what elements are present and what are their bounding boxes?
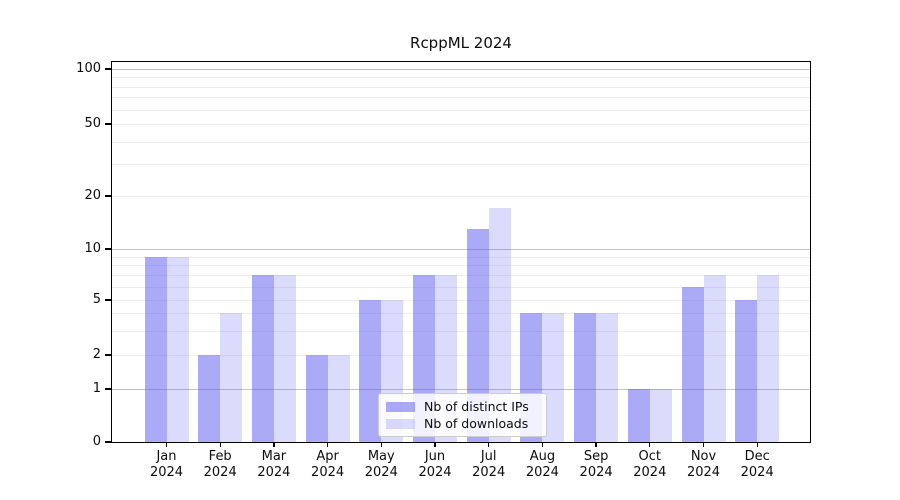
y-tick-label: 20 bbox=[84, 188, 101, 203]
x-tick-label: Nov 2024 bbox=[686, 449, 721, 480]
bar-jul-downloads bbox=[488, 208, 511, 442]
y-gridline bbox=[112, 300, 810, 301]
bar-oct-downloads bbox=[649, 389, 672, 442]
y-tick-label: 0 bbox=[92, 434, 101, 449]
bar-feb-distinct-ips bbox=[198, 355, 221, 442]
y-gridline-minor bbox=[112, 141, 810, 143]
x-tick bbox=[434, 443, 436, 447]
x-tick-label: Aug 2024 bbox=[525, 449, 559, 480]
x-tick bbox=[756, 443, 758, 447]
legend: Nb of distinct IPs Nb of downloads bbox=[378, 393, 547, 437]
y-gridline bbox=[112, 249, 810, 250]
legend-swatch-distinct-ips bbox=[386, 401, 415, 412]
y-gridline bbox=[112, 69, 810, 70]
y-tick bbox=[105, 123, 111, 125]
x-tick bbox=[380, 443, 382, 447]
bar-sep-downloads bbox=[596, 313, 619, 442]
y-tick-label: 2 bbox=[92, 347, 101, 362]
y-gridline-minor bbox=[112, 286, 810, 288]
x-tick bbox=[541, 443, 544, 447]
x-tick-label: Apr 2024 bbox=[311, 449, 345, 480]
legend-label-downloads: Nb of downloads bbox=[424, 416, 529, 431]
x-tick bbox=[702, 443, 705, 447]
bar-oct-distinct-ips bbox=[627, 389, 650, 442]
legend-row-downloads: Nb of downloads bbox=[386, 416, 538, 431]
legend-label-distinct-ips: Nb of distinct IPs bbox=[424, 399, 529, 414]
x-tick bbox=[649, 443, 651, 447]
x-tick-label: Jan 2024 bbox=[149, 449, 184, 480]
x-tick-label: Feb 2024 bbox=[203, 449, 237, 480]
y-gridline-minor bbox=[112, 265, 810, 267]
x-tick-label: Oct 2024 bbox=[633, 449, 667, 480]
y-tick bbox=[105, 68, 111, 70]
x-tick-label: Jun 2024 bbox=[418, 449, 452, 480]
x-tick-label: May 2024 bbox=[364, 449, 398, 480]
y-gridline-minor bbox=[112, 256, 810, 258]
y-gridline-minor bbox=[112, 330, 810, 332]
bar-jul-distinct-ips bbox=[466, 228, 489, 442]
y-gridline-minor bbox=[112, 313, 810, 315]
x-tick-label: Mar 2024 bbox=[257, 449, 291, 480]
y-gridline bbox=[112, 124, 810, 125]
bar-mar-downloads bbox=[273, 275, 296, 442]
bar-aug-downloads bbox=[542, 313, 565, 442]
legend-swatch-downloads bbox=[386, 418, 415, 429]
x-tick-label: Dec 2024 bbox=[740, 449, 774, 480]
y-tick bbox=[105, 299, 111, 301]
y-gridline-minor bbox=[112, 86, 810, 88]
x-tick-label: Sep 2024 bbox=[579, 449, 613, 480]
legend-row-distinct-ips: Nb of distinct IPs bbox=[386, 399, 538, 414]
plot-area: Nb of distinct IPs Nb of downloads bbox=[111, 61, 811, 443]
y-gridline bbox=[112, 355, 810, 356]
bar-apr-downloads bbox=[327, 355, 350, 442]
bar-nov-downloads bbox=[703, 275, 726, 442]
y-tick-label: 50 bbox=[84, 116, 101, 131]
x-tick bbox=[165, 443, 168, 447]
y-gridline-minor bbox=[112, 77, 810, 79]
x-tick bbox=[595, 443, 597, 447]
y-tick-label: 100 bbox=[76, 61, 101, 76]
x-tick-label: Jul 2024 bbox=[472, 449, 506, 480]
x-tick bbox=[488, 443, 490, 447]
bar-mar-distinct-ips bbox=[251, 275, 274, 442]
bar-apr-distinct-ips bbox=[305, 355, 328, 442]
bar-dec-downloads bbox=[757, 275, 780, 442]
y-tick-label: 5 bbox=[92, 292, 101, 307]
y-gridline bbox=[112, 196, 810, 197]
bar-may-distinct-ips bbox=[359, 300, 382, 442]
y-tick bbox=[105, 388, 111, 390]
y-gridline bbox=[112, 389, 810, 390]
bar-sep-distinct-ips bbox=[574, 313, 597, 442]
y-gridline-minor bbox=[112, 164, 810, 166]
bar-dec-distinct-ips bbox=[735, 300, 758, 442]
y-gridline-minor bbox=[112, 275, 810, 277]
bar-nov-distinct-ips bbox=[681, 286, 704, 442]
y-tick bbox=[105, 441, 111, 443]
bar-jan-distinct-ips bbox=[144, 256, 167, 442]
y-tick bbox=[105, 354, 111, 356]
y-tick bbox=[105, 195, 111, 197]
chart-title: RcppML 2024 bbox=[410, 34, 512, 52]
y-tick bbox=[105, 248, 111, 250]
y-gridline-minor bbox=[112, 97, 810, 99]
y-tick-label: 10 bbox=[84, 241, 101, 256]
x-tick bbox=[326, 443, 329, 447]
y-gridline-minor bbox=[112, 109, 810, 111]
bar-jan-downloads bbox=[166, 256, 189, 442]
bar-feb-downloads bbox=[220, 313, 243, 442]
x-tick bbox=[273, 443, 275, 447]
x-tick bbox=[219, 443, 221, 447]
y-tick-label: 1 bbox=[92, 381, 101, 396]
